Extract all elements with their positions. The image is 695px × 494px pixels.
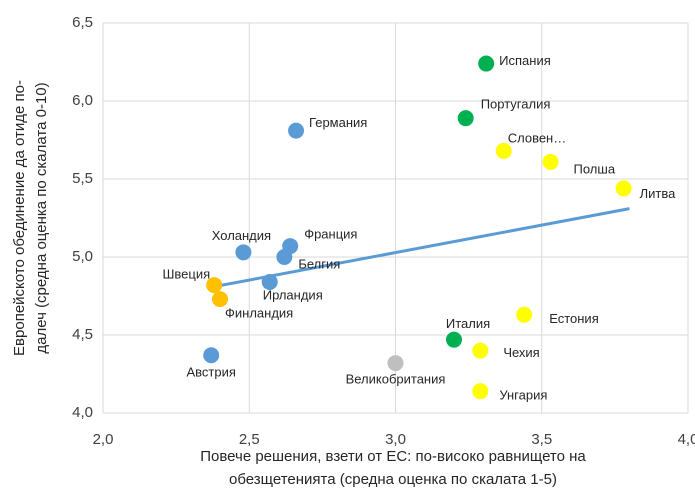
point-label: Италия <box>446 316 490 331</box>
point <box>615 180 632 197</box>
point-label: Австрия <box>187 365 236 380</box>
point <box>203 347 220 364</box>
point-label: Ирландия <box>263 287 323 302</box>
point <box>387 355 404 372</box>
point <box>495 142 512 159</box>
point <box>542 153 559 170</box>
point <box>261 273 278 290</box>
point-label: Естония <box>549 311 599 326</box>
point <box>516 306 533 323</box>
point <box>288 122 305 139</box>
x-tick-label: 3,0 <box>385 431 406 448</box>
x-axis-title: Повече решения, взети от ЕС: по-високо р… <box>200 448 586 465</box>
point <box>446 331 462 348</box>
y-tick-label: 6,5 <box>72 14 93 31</box>
point <box>457 110 474 127</box>
point-label: Португалия <box>481 97 551 112</box>
point-label: Чехия <box>503 345 539 360</box>
point <box>235 244 252 261</box>
point <box>276 249 293 265</box>
point-label: Финландия <box>225 306 293 321</box>
point-label: Германия <box>309 115 367 130</box>
point-label: Словен… <box>508 130 567 145</box>
point <box>478 55 495 72</box>
x-tick-label: 4,0 <box>678 431 695 448</box>
x-tick-label: 3,5 <box>531 431 552 448</box>
x-axis-title: обезщетенията (средна оценка по скалата … <box>229 471 557 488</box>
point-label: Франция <box>304 227 357 242</box>
x-tick-label: 2,5 <box>239 431 260 448</box>
point <box>212 291 228 308</box>
point <box>206 277 223 294</box>
trendline <box>213 207 630 289</box>
point-label: Унгария <box>499 388 547 403</box>
y-tick-label: 4,5 <box>72 326 93 343</box>
y-tick-label: 5,5 <box>72 170 93 187</box>
y-tick-label: 5,0 <box>72 248 93 265</box>
point-label: Холандия <box>212 228 271 243</box>
point <box>472 342 489 359</box>
point-label: Швеция <box>162 267 210 282</box>
y-axis-title: Европейското обединение да отиде по- <box>11 80 28 356</box>
point-label: Великобритания <box>346 372 446 387</box>
point-label: Испания <box>499 53 551 68</box>
point-label: Белгия <box>298 256 340 271</box>
y-axis-title: далеч (средна оценка по скалата 0-10) <box>33 82 50 353</box>
x-tick-label: 2,0 <box>93 431 114 448</box>
point <box>472 383 489 400</box>
point-label: Литва <box>640 186 677 201</box>
point-label: Полша <box>574 161 616 176</box>
y-tick-label: 4,0 <box>72 404 93 421</box>
y-tick-label: 6,0 <box>72 92 93 109</box>
